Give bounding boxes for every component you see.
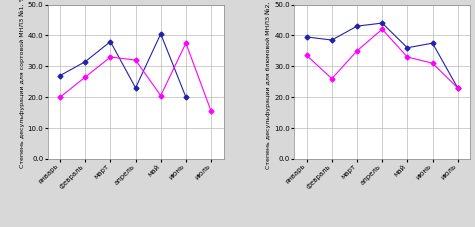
на УПК: [405, 56, 410, 58]
сквозная: [57, 74, 63, 77]
сквозная: [304, 36, 310, 38]
сквозная: [430, 42, 436, 44]
на УПК: [183, 42, 189, 44]
на УПК: [82, 76, 88, 79]
сквозная: [405, 46, 410, 49]
на УПК: [107, 56, 113, 58]
сквозная: [183, 96, 189, 99]
на УПК: [133, 59, 138, 62]
сквозная: [107, 40, 113, 43]
Line: на УПК: на УПК: [58, 41, 213, 113]
на УПК: [304, 54, 310, 57]
Y-axis label: Степень десульфурации для блюмовой МНЛЗ №2, %: Степень десульфурации для блюмовой МНЛЗ …: [266, 0, 271, 170]
на УПК: [354, 49, 360, 52]
сквозная: [455, 86, 461, 89]
сквозная: [354, 25, 360, 27]
на УПК: [208, 110, 214, 112]
сквозная: [82, 60, 88, 63]
Line: на УПК: на УПК: [305, 27, 459, 90]
на УПК: [430, 62, 436, 64]
сквозная: [158, 32, 163, 35]
сквозная: [133, 86, 138, 89]
на УПК: [329, 77, 335, 80]
сквозная: [380, 22, 385, 25]
Line: сквозная: сквозная: [58, 32, 188, 99]
на УПК: [455, 86, 461, 89]
на УПК: [158, 94, 163, 97]
на УПК: [57, 96, 63, 99]
на УПК: [380, 28, 385, 31]
Line: сквозная: сквозная: [305, 21, 459, 90]
сквозная: [329, 39, 335, 41]
Y-axis label: Степень десульфурации для сортовой МНЛЗ №1, %: Степень десульфурации для сортовой МНЛЗ …: [19, 0, 25, 168]
